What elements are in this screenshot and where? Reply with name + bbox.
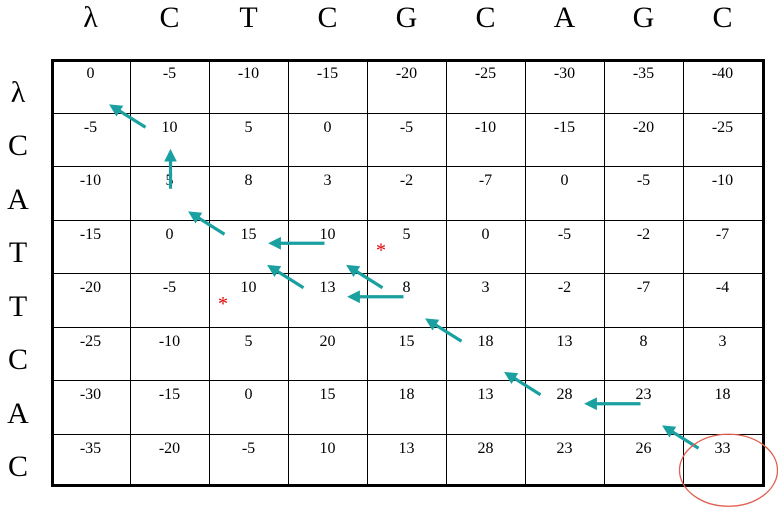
column-label: C xyxy=(159,1,180,34)
matrix-cell: 3 xyxy=(323,172,332,189)
matrix-cell: 0 xyxy=(323,118,332,136)
matrix-cell: -10 xyxy=(237,65,260,82)
row-label: A xyxy=(7,396,29,430)
row-label: C xyxy=(7,450,28,484)
column-label: A xyxy=(553,1,576,34)
matrix-cell: 5 xyxy=(402,225,411,243)
matrix-cell: 20 xyxy=(319,332,336,350)
matrix-cell: 0 xyxy=(481,225,490,243)
matrix-cell: -5 xyxy=(636,172,651,189)
column-label: T xyxy=(239,1,258,34)
matrix-cell: 13 xyxy=(319,279,336,296)
row-label: C xyxy=(7,343,28,377)
matrix-cell: -40 xyxy=(711,65,734,82)
grid-line-horizontal xyxy=(54,219,762,221)
column-label: C xyxy=(712,1,733,34)
matrix-cell: -35 xyxy=(632,65,655,82)
column-label: C xyxy=(475,1,496,34)
matrix-cell: 18 xyxy=(398,386,415,403)
grid-line-horizontal xyxy=(54,166,762,167)
matrix-cell: -20 xyxy=(79,279,102,296)
matrix-cell: 13 xyxy=(477,386,494,403)
grid-line-horizontal xyxy=(54,433,762,435)
matrix-cell: 23 xyxy=(635,386,652,403)
matrix-cell: 0 xyxy=(165,225,174,243)
matrix-cell: 8 xyxy=(244,172,253,189)
matrix-cell: 33 xyxy=(714,439,731,457)
matrix-cell: 5 xyxy=(244,332,253,350)
matrix-cell: -15 xyxy=(316,65,339,82)
matrix-cell: 18 xyxy=(477,332,494,350)
matrix-cell: 0 xyxy=(244,386,253,403)
matrix-cell: -5 xyxy=(162,279,177,296)
matrix-cell: -5 xyxy=(83,118,98,136)
matrix-cell: 0 xyxy=(86,65,95,82)
matrix-cell: 13 xyxy=(398,439,415,457)
column-label: G xyxy=(395,1,418,34)
matrix-cell: -10 xyxy=(158,332,181,350)
matrix-cell: -30 xyxy=(79,386,102,403)
matrix-cell: 3 xyxy=(481,279,490,296)
matrix-cell: 13 xyxy=(556,332,573,350)
matrix-cell: 8 xyxy=(639,332,648,350)
matrix-cell: -5 xyxy=(557,225,572,243)
matrix-cell: -7 xyxy=(636,279,651,296)
matrix-cell: -4 xyxy=(715,279,730,296)
score-matrix-grid: 0 -5 -10 -15 -20 -25 -30 -35 -40 -5 10 5 0 -5 -10 -15 -2… xyxy=(51,59,765,487)
matrix-cell: -30 xyxy=(553,65,576,82)
row-label: A xyxy=(7,182,29,216)
row-label: C xyxy=(7,129,28,163)
matrix-cell: 10 xyxy=(240,279,257,296)
matrix-cell: 10 xyxy=(319,439,336,457)
matrix-cell: -5 xyxy=(162,65,177,82)
grid-line-horizontal xyxy=(54,273,762,274)
column-label: G xyxy=(632,1,655,34)
matrix-cell: 28 xyxy=(556,386,573,403)
matrix-cell: -20 xyxy=(158,439,181,457)
matrix-cell: 15 xyxy=(319,386,336,403)
matrix-cell: 0 xyxy=(560,172,569,189)
matrix-cell: -25 xyxy=(79,332,102,350)
grid-line-horizontal xyxy=(54,326,762,328)
matrix-cell: -35 xyxy=(79,439,102,457)
matrix-cell: -20 xyxy=(395,65,418,82)
matrix-cell: -7 xyxy=(478,172,493,189)
matrix-cell: 26 xyxy=(635,439,652,457)
matrix-cell: 15 xyxy=(240,225,257,243)
matrix-cell: -15 xyxy=(158,386,181,403)
row-label: T xyxy=(8,236,28,270)
matrix-cell: 10 xyxy=(319,225,336,243)
matrix-cell: -10 xyxy=(474,118,497,136)
matrix-cell: 28 xyxy=(477,439,494,457)
matrix-cell: -5 xyxy=(241,439,256,457)
matrix-cell: -25 xyxy=(474,65,497,82)
matrix-cell: 8 xyxy=(402,279,411,296)
matrix-cell: -2 xyxy=(557,279,572,296)
matrix-cell: 18 xyxy=(714,386,731,403)
column-label: λ xyxy=(83,1,98,34)
matrix-cell: -20 xyxy=(632,118,655,136)
matrix-cell: 10 xyxy=(161,118,178,136)
matrix-cell: 15 xyxy=(398,332,415,350)
matrix-cell: -15 xyxy=(553,118,576,136)
row-label: λ xyxy=(10,75,26,109)
matrix-cell: -10 xyxy=(711,172,734,189)
matrix-cell: 5 xyxy=(165,172,174,189)
matrix-cell: 3 xyxy=(718,332,727,350)
row-label: T xyxy=(8,289,28,323)
matrix-cell: -7 xyxy=(715,225,730,243)
grid-line-horizontal xyxy=(54,112,762,114)
matrix-cell: 5 xyxy=(244,118,253,136)
matrix-cell: 23 xyxy=(556,439,573,457)
matrix-cell: -25 xyxy=(711,118,734,136)
matrix-cell: -10 xyxy=(79,172,102,189)
matrix-cell: -2 xyxy=(636,225,651,243)
matrix-cell: -15 xyxy=(79,225,102,243)
matrix-cell: -5 xyxy=(399,118,414,136)
grid-line-horizontal xyxy=(54,380,762,381)
column-label: C xyxy=(317,1,338,34)
matrix-cell: -2 xyxy=(399,172,414,189)
